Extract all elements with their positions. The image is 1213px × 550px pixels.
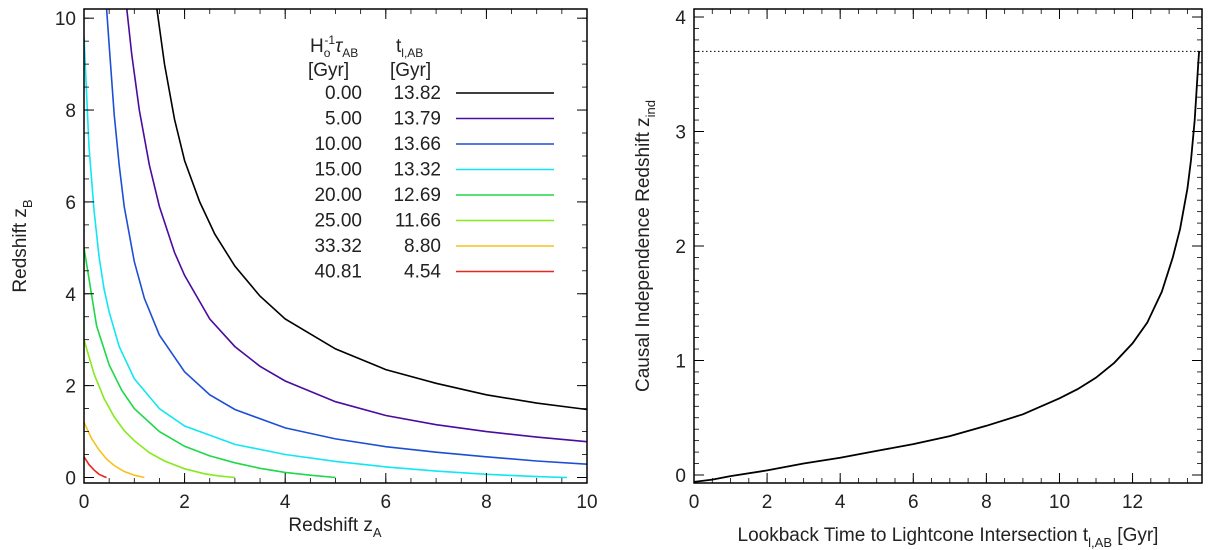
x-tick-label: 10 <box>576 492 597 513</box>
y-tick-label: 4 <box>675 8 686 29</box>
y-tick-label: 4 <box>65 285 76 306</box>
right-x-axis-label: Lookback Time to Lightcone Intersection … <box>738 525 1159 550</box>
y-tick-label: 1 <box>675 351 686 372</box>
right-plot-frame <box>693 8 1203 484</box>
x-tick-label: 2 <box>179 492 190 513</box>
x-tick-label: 4 <box>835 492 846 513</box>
y-tick-label: 2 <box>65 377 76 398</box>
series-line-1 <box>126 9 587 443</box>
x-tick-label: 0 <box>689 492 700 513</box>
y-tick-label: 0 <box>675 466 686 487</box>
left-legend: Ho-1τAB [Gyr] tl,AB [Gyr] 0.00 13.82 5.00 1… <box>308 33 554 283</box>
legend-tau-value: 40.81 <box>314 262 362 283</box>
legend-tau-value: 5.00 <box>325 109 362 130</box>
legend-tau-value: 15.00 <box>314 160 362 181</box>
x-tick-label: 10 <box>1049 492 1070 513</box>
legend-t-value: 13.32 <box>393 160 441 181</box>
right-y-axis-label: Causal Independence Redshift zind <box>633 100 658 392</box>
left-chart: 0 2 4 6 8 10 0 2 4 6 8 10 Redshift zA Redshift zB H… <box>10 8 598 540</box>
y-tick-label: 6 <box>65 193 76 214</box>
left-x-axis-label: Redshift zA <box>288 515 381 540</box>
x-tick-label: 2 <box>762 492 773 513</box>
legend-t-value: 4.54 <box>404 262 441 283</box>
legend-t-value: 11.66 <box>395 211 441 232</box>
x-tick-label: 12 <box>1122 492 1143 513</box>
legend-tau-value: 0.00 <box>325 83 362 104</box>
series-line-3 <box>84 36 567 479</box>
y-tick-label: 3 <box>675 123 686 144</box>
y-tick-label: 8 <box>65 101 76 122</box>
x-tick-label: 4 <box>280 492 291 513</box>
legend-tau-value: 20.00 <box>314 185 362 206</box>
legend-t-value: 12.69 <box>393 185 441 206</box>
series-line-7 <box>84 456 107 479</box>
series-line-2 <box>105 9 587 465</box>
x-tick-label: 8 <box>981 492 992 513</box>
legend-col2-unit: [Gyr] <box>390 60 431 81</box>
legend-tau-value: 25.00 <box>314 211 362 232</box>
y-tick-label: 2 <box>675 237 686 258</box>
legend-t-value: 13.66 <box>393 134 441 155</box>
y-tick-label: 0 <box>65 468 76 489</box>
legend-col2-header: tl,AB <box>396 36 423 60</box>
series-line-6 <box>84 422 145 479</box>
legend-t-value: 8.80 <box>404 236 441 257</box>
legend-col1-unit: [Gyr] <box>308 60 349 81</box>
x-tick-label: 6 <box>381 492 392 513</box>
y-tick-label: 10 <box>55 9 76 30</box>
x-tick-label: 8 <box>481 492 492 513</box>
legend-tau-value: 10.00 <box>314 134 362 155</box>
series-line-0 <box>694 51 1200 483</box>
legend-t-value: 13.79 <box>393 109 441 130</box>
legend-tau-value: 33.32 <box>314 236 362 257</box>
series-line-5 <box>84 339 235 479</box>
left-y-axis-label: Redshift zB <box>10 199 35 292</box>
series-line-0 <box>156 9 587 411</box>
series-line-4 <box>84 247 336 479</box>
legend-col1-header: Ho-1τAB <box>310 33 358 60</box>
legend-t-value: 13.82 <box>393 83 441 104</box>
x-tick-label: 0 <box>79 492 90 513</box>
x-tick-label: 6 <box>908 492 919 513</box>
